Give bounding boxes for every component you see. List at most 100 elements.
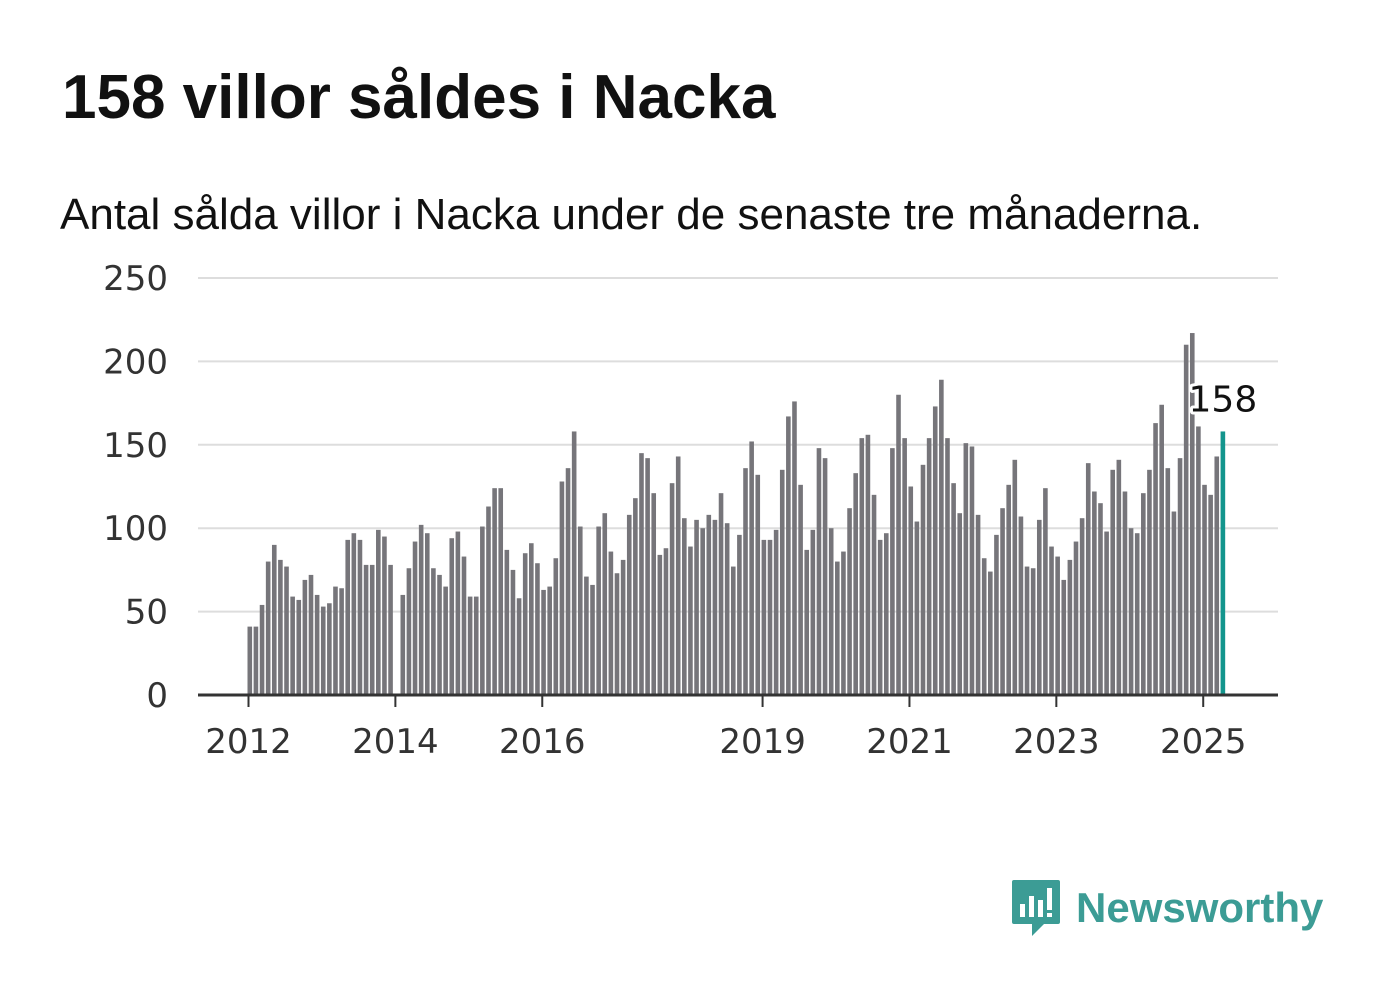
bar	[890, 448, 895, 695]
bar	[1012, 459, 1018, 695]
bar	[639, 453, 644, 695]
y-tick-label: 0	[146, 676, 168, 716]
bar	[1098, 503, 1103, 695]
bar	[424, 533, 430, 695]
bar	[265, 561, 271, 695]
x-tick-label: 2023	[1013, 722, 1100, 762]
bar	[792, 401, 797, 695]
bar	[767, 539, 773, 695]
bar	[700, 528, 705, 695]
bar	[333, 586, 338, 695]
bar	[620, 559, 626, 695]
bar	[877, 539, 883, 695]
bar	[908, 486, 914, 695]
bar	[939, 379, 944, 695]
bar	[828, 528, 834, 695]
bar	[1061, 579, 1067, 695]
bar	[1073, 541, 1079, 695]
bar	[688, 546, 693, 695]
bar	[467, 596, 473, 695]
bar	[376, 529, 381, 695]
bar	[957, 513, 963, 695]
x-tick-label: 2016	[499, 722, 586, 762]
bar	[510, 569, 516, 695]
brand-name: Newsworthy	[1076, 884, 1324, 931]
bar	[290, 596, 295, 695]
bar	[761, 539, 767, 695]
x-tick-label: 2025	[1160, 722, 1247, 762]
bar	[633, 498, 638, 695]
x-tick-label: 2019	[719, 722, 806, 762]
bar	[1110, 469, 1116, 695]
bar	[369, 564, 375, 695]
bar	[296, 599, 302, 695]
x-tick-label: 2021	[866, 722, 953, 762]
bar	[675, 456, 681, 695]
bar	[339, 588, 344, 695]
bar	[571, 431, 577, 695]
bar	[351, 533, 357, 695]
bar	[1171, 511, 1177, 695]
bar	[975, 514, 981, 695]
bar	[1128, 528, 1134, 695]
bar	[1079, 518, 1085, 695]
bar	[988, 571, 993, 695]
bar	[1104, 531, 1109, 695]
bar	[951, 483, 956, 695]
bar	[755, 474, 761, 695]
bar	[455, 531, 461, 695]
bar-chart: 0 50 100 150 200 250 2012 2014 2016 2019 2021 2023 2…	[103, 259, 1278, 762]
bar	[1153, 423, 1158, 695]
bar	[694, 519, 699, 695]
bar	[779, 469, 785, 695]
bar	[645, 458, 650, 695]
y-tick-label: 250	[103, 259, 168, 299]
bar	[1055, 556, 1060, 695]
y-tick-label: 50	[125, 593, 168, 633]
bar	[682, 518, 687, 695]
bar	[932, 406, 938, 695]
bar	[259, 604, 265, 695]
bar	[822, 458, 828, 695]
bar	[626, 514, 632, 695]
bar	[565, 468, 571, 695]
bar	[743, 468, 748, 695]
bar	[1024, 566, 1030, 695]
bar	[284, 566, 289, 695]
bar	[926, 438, 932, 695]
bar	[847, 508, 852, 695]
bar	[859, 438, 865, 695]
bar	[1006, 484, 1011, 695]
x-tick-label: 2014	[352, 722, 439, 762]
bar	[1043, 488, 1048, 695]
bar	[853, 473, 858, 695]
bar	[449, 538, 455, 695]
bar	[1000, 508, 1005, 695]
bar	[1092, 491, 1097, 695]
bar	[1159, 404, 1164, 695]
bar	[327, 603, 332, 695]
bar	[994, 534, 999, 695]
bar	[271, 544, 277, 695]
y-tick-label: 150	[103, 426, 168, 466]
bar	[320, 606, 326, 695]
bar	[437, 574, 442, 695]
bar	[1141, 493, 1146, 695]
bar	[418, 524, 424, 695]
bar	[363, 564, 369, 695]
bar	[920, 464, 926, 695]
bar	[504, 549, 510, 695]
bar	[614, 573, 620, 695]
bar	[963, 443, 969, 695]
bar	[1122, 491, 1128, 695]
bar	[535, 563, 540, 695]
bar	[883, 533, 889, 695]
bar	[1116, 459, 1122, 695]
bar	[302, 579, 308, 695]
bar	[669, 483, 675, 695]
bar	[357, 539, 363, 695]
bar	[773, 529, 779, 695]
bar	[473, 596, 479, 695]
bar	[253, 626, 259, 695]
bar	[1049, 546, 1054, 695]
